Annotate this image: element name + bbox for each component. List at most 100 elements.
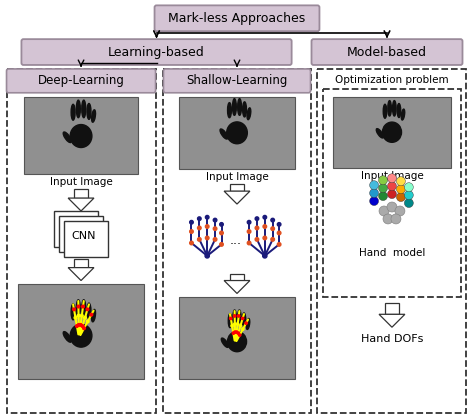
Circle shape [404, 199, 413, 207]
Circle shape [277, 231, 281, 235]
Circle shape [77, 314, 80, 317]
Circle shape [255, 238, 259, 241]
Circle shape [271, 238, 274, 241]
Ellipse shape [91, 110, 96, 122]
Ellipse shape [392, 101, 396, 116]
Ellipse shape [70, 324, 92, 347]
Ellipse shape [63, 331, 71, 342]
Ellipse shape [228, 314, 232, 328]
Circle shape [229, 317, 232, 320]
Polygon shape [224, 191, 250, 204]
Circle shape [86, 320, 89, 323]
Circle shape [379, 191, 388, 201]
Bar [230, 184, 244, 191]
Circle shape [205, 236, 209, 240]
FancyBboxPatch shape [311, 39, 463, 65]
Text: Shallow-Learning: Shallow-Learning [186, 74, 288, 87]
Circle shape [396, 177, 405, 186]
Ellipse shape [227, 122, 247, 144]
Circle shape [388, 182, 396, 191]
Circle shape [79, 323, 82, 326]
Circle shape [239, 325, 242, 327]
Circle shape [198, 217, 201, 220]
Bar [59, 216, 103, 252]
Circle shape [388, 174, 396, 183]
Circle shape [205, 225, 209, 228]
Ellipse shape [228, 103, 231, 118]
Circle shape [90, 313, 93, 316]
Bar [385, 303, 399, 314]
Ellipse shape [237, 98, 241, 115]
FancyBboxPatch shape [164, 69, 310, 93]
Circle shape [395, 206, 405, 216]
Bar [323, 89, 461, 297]
Bar [164, 69, 310, 413]
Ellipse shape [383, 122, 401, 142]
Ellipse shape [220, 129, 228, 139]
Polygon shape [68, 268, 94, 281]
Circle shape [387, 202, 397, 212]
Circle shape [81, 325, 84, 327]
Bar [318, 69, 466, 413]
Circle shape [205, 254, 210, 258]
Circle shape [198, 226, 201, 230]
Circle shape [245, 322, 247, 324]
Circle shape [213, 218, 217, 222]
Ellipse shape [383, 104, 387, 118]
Circle shape [190, 241, 193, 245]
Circle shape [77, 305, 80, 308]
Circle shape [247, 230, 251, 233]
Circle shape [263, 254, 267, 258]
Circle shape [190, 230, 193, 233]
Circle shape [263, 236, 266, 240]
FancyBboxPatch shape [21, 39, 292, 65]
Ellipse shape [221, 338, 228, 347]
Ellipse shape [401, 109, 405, 120]
Bar [333, 97, 451, 168]
Circle shape [379, 176, 388, 185]
Circle shape [237, 323, 239, 325]
Circle shape [231, 325, 233, 327]
Circle shape [75, 325, 78, 327]
Text: Learning-based: Learning-based [108, 46, 205, 59]
Circle shape [391, 214, 401, 224]
Circle shape [237, 315, 240, 317]
Ellipse shape [397, 103, 401, 117]
Circle shape [234, 315, 236, 317]
Ellipse shape [228, 331, 246, 352]
Circle shape [379, 184, 388, 193]
Text: Hand DOFs: Hand DOFs [361, 334, 423, 344]
Bar [64, 221, 108, 257]
Circle shape [396, 185, 405, 194]
Circle shape [232, 332, 235, 334]
Ellipse shape [70, 124, 92, 147]
Text: Model-based: Model-based [347, 46, 427, 59]
Circle shape [255, 217, 259, 220]
Bar [74, 259, 88, 268]
Circle shape [205, 215, 209, 219]
Circle shape [220, 222, 223, 226]
Circle shape [370, 181, 379, 190]
Ellipse shape [246, 318, 250, 329]
Circle shape [86, 308, 89, 311]
Text: Input Image: Input Image [361, 171, 423, 181]
Ellipse shape [87, 303, 91, 319]
Circle shape [234, 331, 236, 333]
Circle shape [213, 227, 217, 230]
Circle shape [238, 334, 241, 336]
Text: Input Image: Input Image [50, 177, 112, 187]
Bar [179, 97, 295, 169]
Circle shape [370, 189, 379, 198]
Circle shape [77, 323, 80, 326]
Circle shape [236, 331, 238, 333]
Text: Input Image: Input Image [206, 172, 268, 182]
Circle shape [74, 316, 77, 319]
Circle shape [370, 197, 379, 206]
Circle shape [237, 332, 239, 334]
Circle shape [379, 206, 389, 216]
Circle shape [388, 190, 396, 199]
Circle shape [277, 243, 281, 246]
Circle shape [234, 323, 236, 325]
Text: Optimization problem: Optimization problem [335, 75, 449, 85]
Ellipse shape [87, 103, 91, 119]
